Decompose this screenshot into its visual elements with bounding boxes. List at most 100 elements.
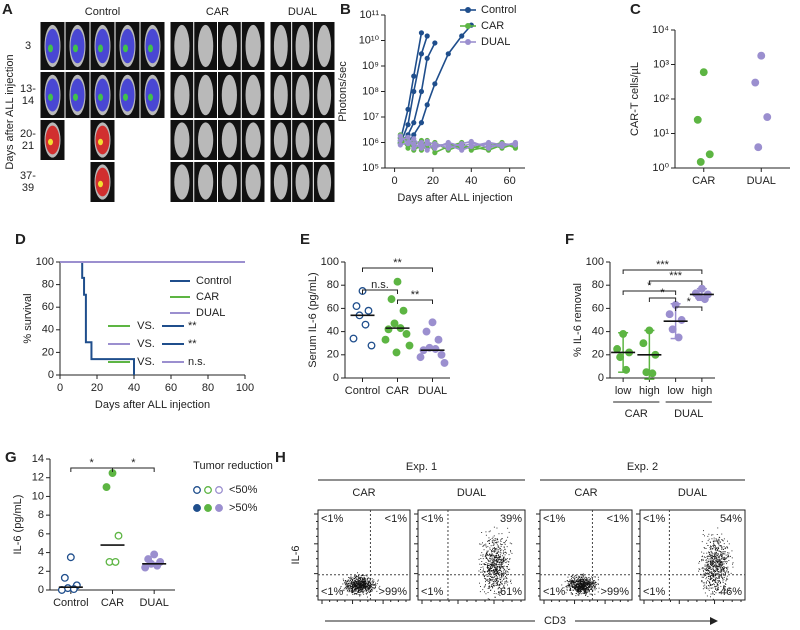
event [581, 584, 583, 586]
event [506, 574, 507, 576]
event [491, 553, 493, 555]
event [357, 583, 359, 585]
event [705, 562, 707, 564]
event [719, 560, 720, 562]
event [717, 580, 719, 582]
point [411, 120, 417, 126]
event [576, 583, 577, 585]
event [701, 559, 703, 560]
event [357, 592, 359, 593]
event [711, 584, 713, 586]
event [720, 564, 722, 565]
event [368, 590, 370, 592]
event [585, 585, 587, 587]
event [572, 582, 574, 584]
event [349, 585, 351, 587]
event [719, 567, 721, 569]
event [715, 548, 716, 550]
event [709, 563, 711, 564]
event [707, 588, 709, 590]
event [575, 589, 577, 591]
event [704, 592, 706, 594]
significance-label: ** [411, 289, 420, 301]
event [707, 576, 709, 577]
event [491, 559, 493, 561]
row-label: 37- [20, 170, 36, 182]
event [347, 583, 349, 585]
event [581, 587, 583, 589]
event [367, 581, 369, 583]
event [582, 584, 584, 586]
event [359, 590, 361, 592]
event [361, 574, 363, 576]
event [363, 575, 365, 577]
event [701, 560, 703, 562]
event [584, 588, 585, 590]
event [711, 562, 713, 564]
event [719, 565, 721, 566]
event [721, 545, 722, 547]
event [575, 587, 577, 589]
event [585, 594, 587, 596]
event [573, 586, 575, 588]
event [340, 586, 342, 587]
event [580, 583, 582, 584]
event [500, 581, 501, 583]
event [494, 547, 496, 549]
event [496, 568, 498, 570]
event [502, 557, 504, 559]
event [491, 556, 493, 558]
event [590, 583, 591, 585]
event [359, 580, 361, 582]
event [488, 570, 490, 571]
event [594, 589, 596, 591]
event [711, 563, 712, 565]
event [353, 581, 355, 583]
quadrant-label: <1% [421, 513, 444, 525]
event [721, 546, 723, 548]
event [349, 582, 351, 584]
quadrant-label: <1% [543, 513, 566, 525]
event [591, 581, 593, 583]
mouse [273, 164, 288, 200]
event [590, 582, 592, 584]
event [502, 562, 504, 564]
event [711, 548, 713, 549]
event [489, 573, 491, 574]
event [712, 562, 714, 564]
event [718, 538, 720, 540]
event [709, 541, 711, 543]
point [468, 143, 474, 150]
event [367, 583, 369, 585]
event [372, 588, 374, 590]
event [706, 569, 708, 571]
event [499, 548, 501, 550]
event [487, 570, 488, 572]
event [504, 573, 505, 575]
event [714, 575, 716, 577]
event [500, 562, 502, 564]
point [440, 358, 449, 367]
point [445, 51, 451, 57]
point [364, 306, 373, 315]
event [580, 590, 581, 592]
event [592, 583, 594, 585]
event [582, 586, 584, 588]
event [714, 580, 716, 582]
event [351, 579, 353, 580]
event [721, 548, 723, 550]
event [704, 568, 706, 570]
event [500, 571, 502, 573]
legend-label: <50% [229, 484, 258, 496]
event [574, 587, 575, 589]
event [703, 567, 704, 569]
event [718, 592, 720, 593]
event [491, 586, 493, 588]
event [496, 582, 498, 584]
point [384, 325, 393, 334]
event [365, 586, 366, 587]
event [489, 565, 490, 567]
signal [70, 78, 85, 112]
event [494, 557, 496, 558]
point [416, 353, 425, 362]
